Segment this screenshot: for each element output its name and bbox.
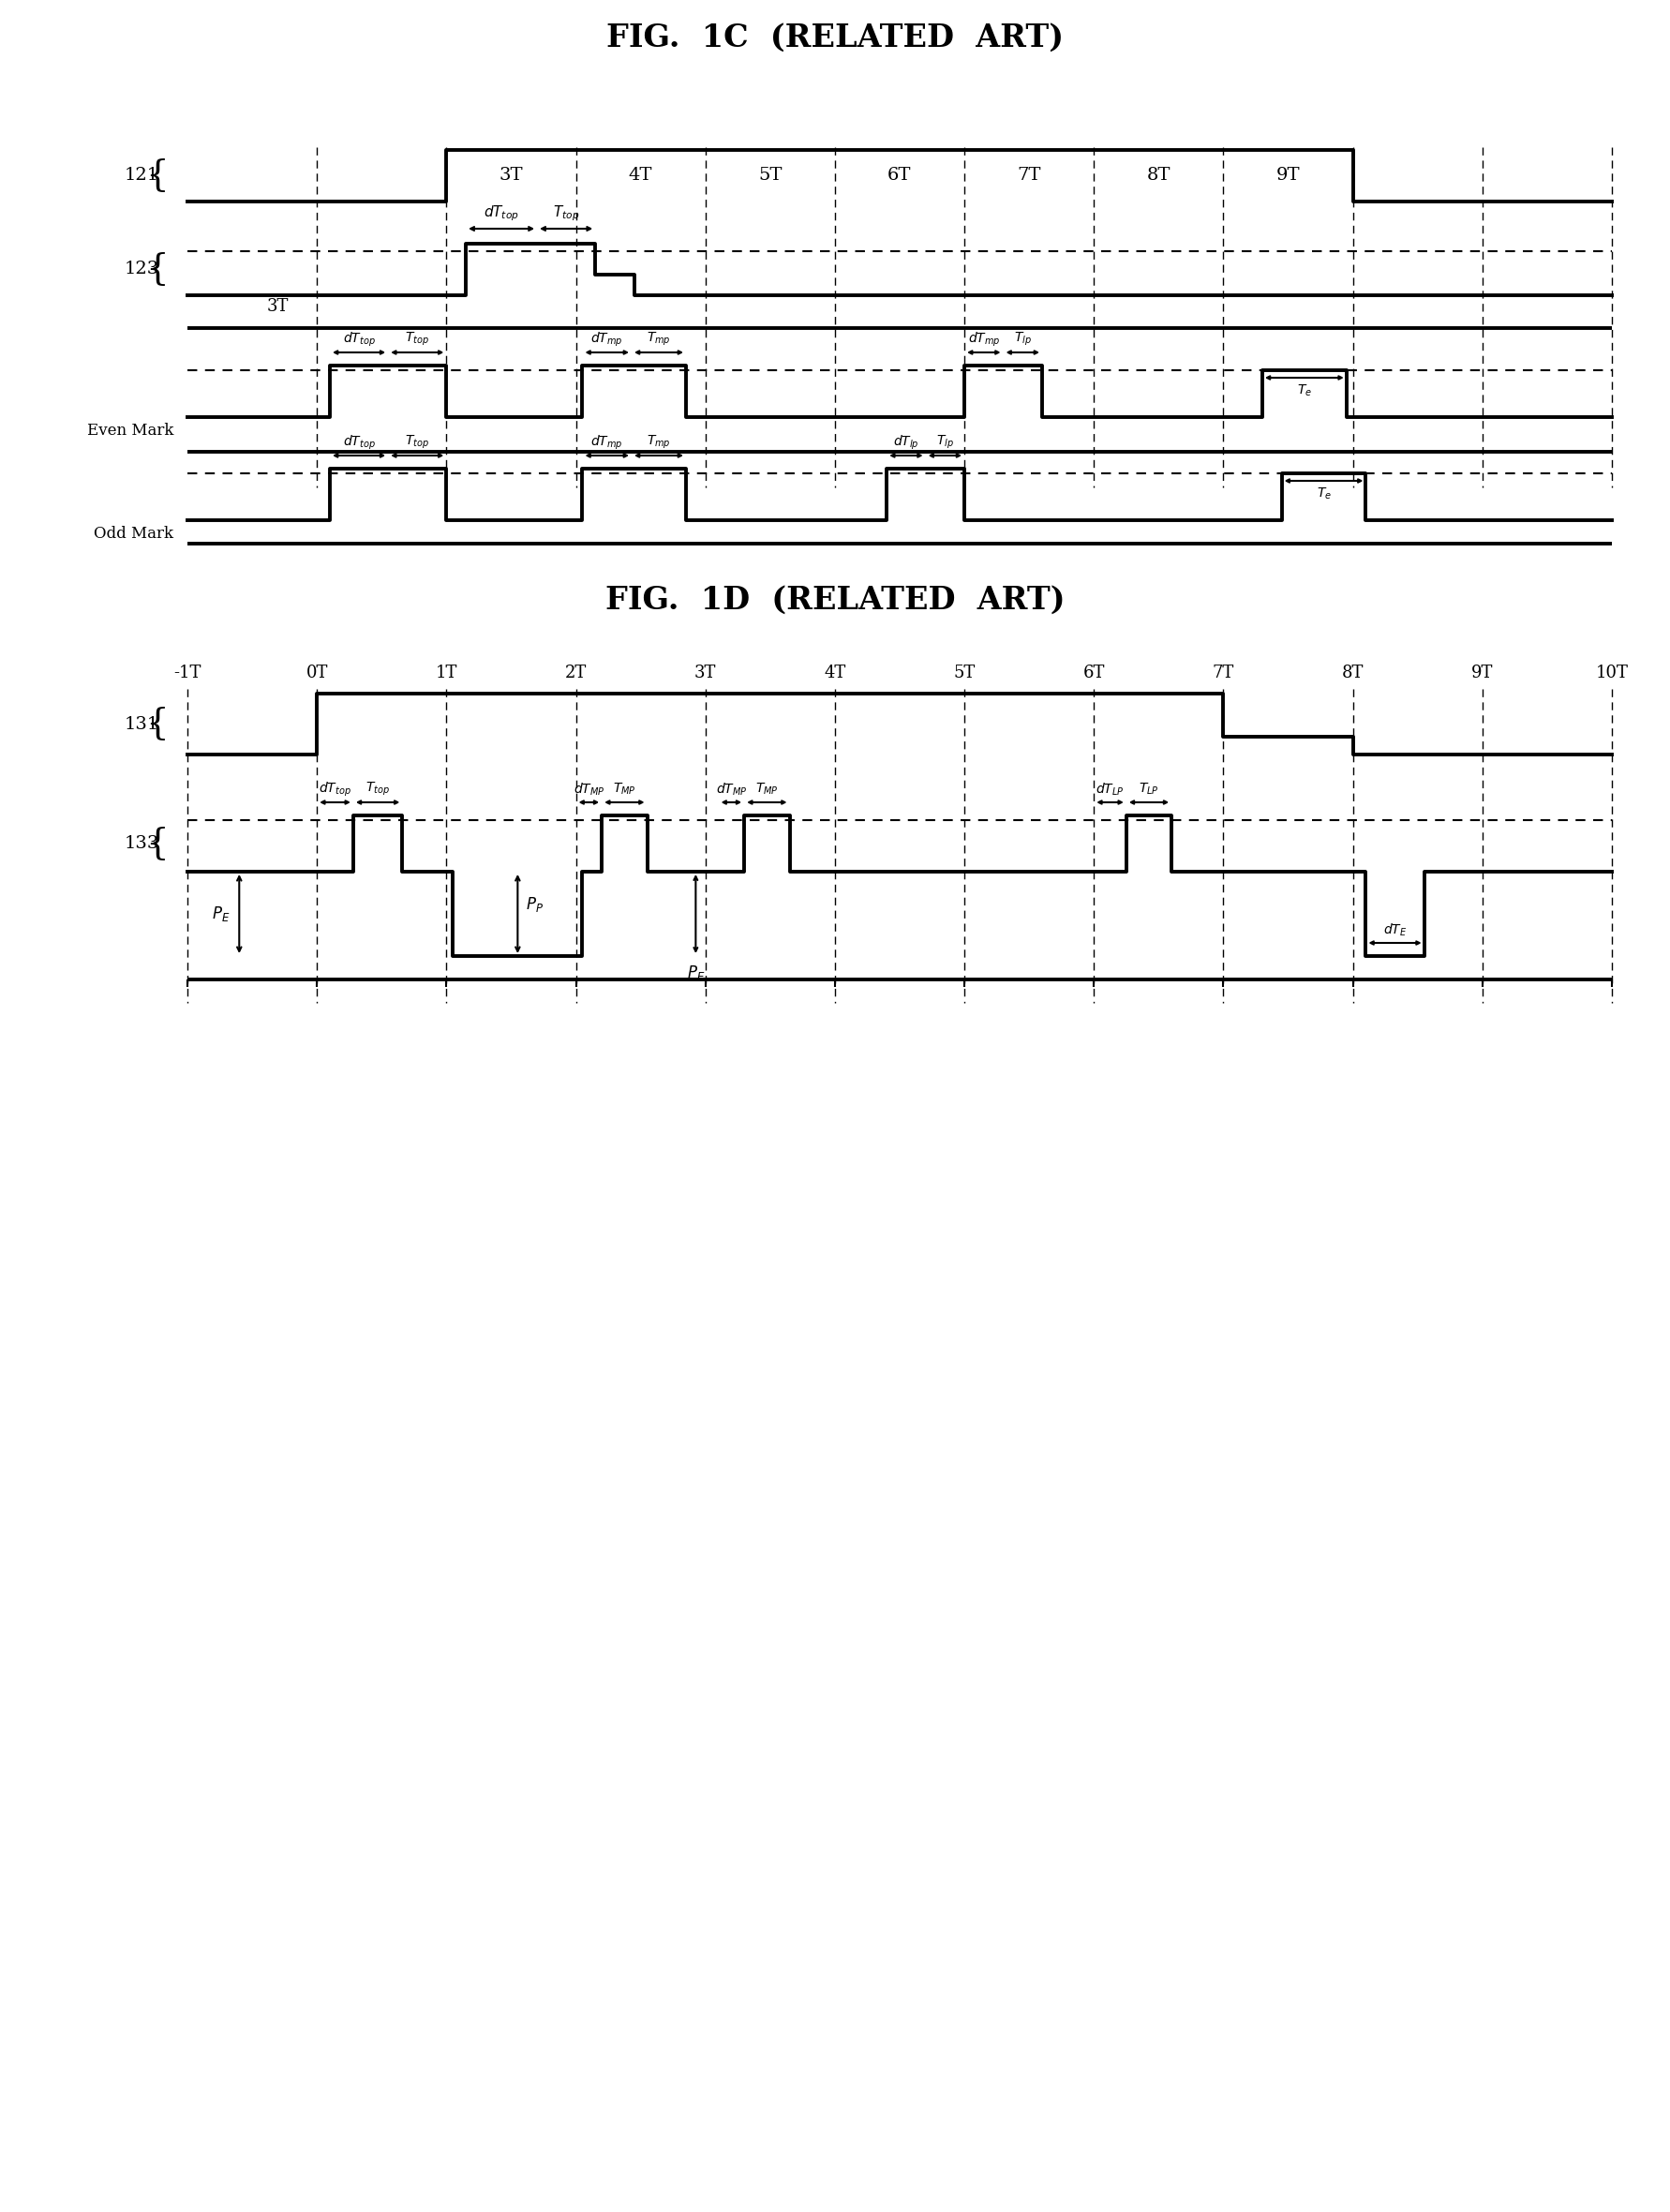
Text: Odd Mark: Odd Mark	[94, 526, 174, 542]
Text: 3T: 3T	[499, 168, 523, 184]
Text: 3T: 3T	[267, 299, 289, 314]
Text: 0T: 0T	[306, 664, 327, 681]
Text: 10T: 10T	[1595, 664, 1627, 681]
Text: 7T: 7T	[1017, 168, 1040, 184]
Text: {: {	[145, 159, 169, 192]
Text: $P_E$: $P_E$	[686, 964, 705, 982]
Text: $dT_{mp}$: $dT_{mp}$	[591, 434, 623, 451]
Text: -1T: -1T	[174, 664, 200, 681]
Text: $dT_E$: $dT_E$	[1383, 922, 1406, 938]
Text: FIG.  1C  (RELATED  ART): FIG. 1C (RELATED ART)	[606, 22, 1064, 53]
Text: $T_{mp}$: $T_{mp}$	[646, 332, 670, 347]
Text: 3T: 3T	[695, 664, 716, 681]
Text: 121: 121	[125, 168, 159, 184]
Text: $T_e$: $T_e$	[1316, 487, 1331, 502]
Text: $dT_{top}$: $dT_{top}$	[483, 204, 519, 223]
Text: $T_{MP}$: $T_{MP}$	[613, 781, 636, 796]
Text: $dT_{lp}$: $dT_{lp}$	[893, 434, 918, 451]
Text: $dT_{MP}$: $dT_{MP}$	[715, 781, 746, 796]
Text: 5T: 5T	[954, 664, 975, 681]
Text: 9T: 9T	[1471, 664, 1493, 681]
Text: 9T: 9T	[1276, 168, 1299, 184]
Text: {: {	[145, 827, 169, 860]
Text: 6T: 6T	[1082, 664, 1104, 681]
Text: $T_{top}$: $T_{top}$	[404, 332, 429, 347]
Text: $T_{top}$: $T_{top}$	[553, 204, 579, 223]
Text: $T_{mp}$: $T_{mp}$	[646, 434, 670, 451]
Text: 2T: 2T	[564, 664, 586, 681]
Text: 4T: 4T	[628, 168, 653, 184]
Text: Even Mark: Even Mark	[87, 422, 174, 440]
Text: $T_{top}$: $T_{top}$	[366, 781, 389, 799]
Text: $dT_{mp}$: $dT_{mp}$	[967, 330, 999, 347]
Text: 8T: 8T	[1146, 168, 1171, 184]
Text: $dT_{top}$: $dT_{top}$	[342, 330, 376, 347]
Text: $T_{lp}$: $T_{lp}$	[935, 434, 954, 451]
Text: $P_E$: $P_E$	[212, 905, 229, 922]
Text: 8T: 8T	[1341, 664, 1363, 681]
Text: 123: 123	[124, 261, 159, 279]
Text: $T_{lp}$: $T_{lp}$	[1014, 332, 1030, 347]
Text: 133: 133	[124, 836, 159, 852]
Text: $dT_{LP}$: $dT_{LP}$	[1096, 781, 1124, 796]
Text: $dT_{top}$: $dT_{top}$	[342, 434, 376, 451]
Text: 1T: 1T	[436, 664, 458, 681]
Text: 131: 131	[124, 717, 159, 732]
Text: $T_{LP}$: $T_{LP}$	[1139, 781, 1159, 796]
Text: 7T: 7T	[1212, 664, 1234, 681]
Text: 6T: 6T	[887, 168, 912, 184]
Text: $T_{MP}$: $T_{MP}$	[755, 781, 778, 796]
Text: FIG.  1D  (RELATED  ART): FIG. 1D (RELATED ART)	[605, 584, 1064, 615]
Text: $dT_{MP}$: $dT_{MP}$	[573, 781, 605, 796]
Text: $T_e$: $T_e$	[1296, 383, 1311, 398]
Text: $T_{top}$: $T_{top}$	[404, 434, 429, 451]
Text: $P_P$: $P_P$	[526, 896, 543, 914]
Text: $dT_{mp}$: $dT_{mp}$	[591, 330, 623, 347]
Text: {: {	[145, 706, 169, 741]
Text: {: {	[145, 252, 169, 288]
Text: 4T: 4T	[823, 664, 845, 681]
Text: 5T: 5T	[758, 168, 782, 184]
Text: $dT_{top}$: $dT_{top}$	[319, 781, 351, 799]
